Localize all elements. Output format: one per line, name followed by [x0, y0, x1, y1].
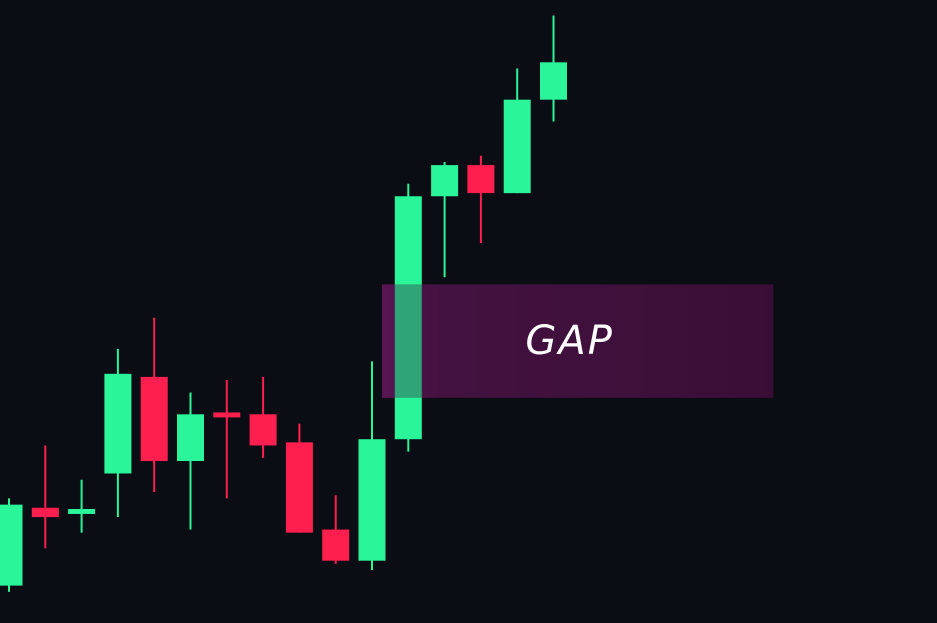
- candle-body: [322, 529, 350, 561]
- candle-body: [140, 376, 168, 462]
- gap-zone-tint: [382, 284, 774, 398]
- candle-body: [104, 373, 132, 474]
- candle-11: [358, 361, 386, 571]
- candle-15: [503, 68, 531, 194]
- candle-body: [213, 412, 241, 418]
- candle-body: [467, 165, 495, 194]
- gap-label: GAP: [525, 318, 613, 364]
- candle-1: [0, 498, 23, 592]
- candles-group: [0, 15, 567, 592]
- candle-8: [249, 376, 277, 458]
- candle-5: [140, 317, 168, 493]
- candle-body: [431, 165, 459, 197]
- candle-2: [31, 445, 59, 549]
- gap-zone-overlay: GAP: [365, 277, 784, 405]
- candle-6: [177, 392, 204, 530]
- candle-14: [467, 155, 495, 243]
- candle-4: [104, 348, 132, 518]
- candle-body: [177, 414, 204, 462]
- candle-13: [431, 161, 459, 278]
- candle-10: [322, 495, 350, 564]
- gap-zone-background: [382, 284, 774, 398]
- candle-body: [249, 414, 277, 446]
- candle-body: [540, 62, 567, 100]
- candle-body: [68, 508, 96, 514]
- candle-body: [31, 507, 59, 518]
- candle-body: [285, 442, 313, 533]
- candle-7: [213, 380, 241, 499]
- candle-body: [0, 504, 23, 586]
- gap-zone-fill: [382, 284, 774, 398]
- candle-12: [394, 183, 422, 452]
- candle-body: [358, 439, 386, 561]
- candle-body: [503, 99, 531, 194]
- candle-9: [285, 423, 313, 533]
- candle-16: [540, 15, 567, 122]
- candle-body: [394, 196, 422, 440]
- candle-3: [68, 479, 96, 533]
